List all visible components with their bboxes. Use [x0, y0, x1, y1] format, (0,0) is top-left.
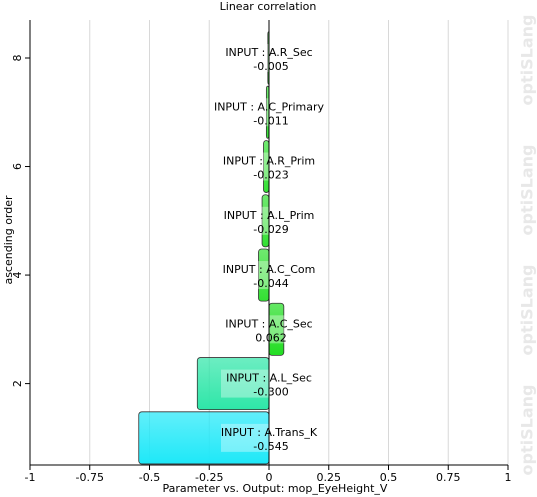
y-tick-label: 8: [11, 54, 24, 61]
y-tick-label: 4: [11, 272, 24, 279]
y-tick-label: 2: [11, 380, 24, 387]
x-tick-label: -1: [25, 471, 36, 484]
watermark: optiSLang: [518, 265, 537, 356]
bar-value-label: 0.062: [255, 331, 287, 344]
watermark: optiSLang: [518, 145, 537, 236]
x-tick-label: 0.5: [380, 471, 398, 484]
bar-value-label: -0.300: [253, 386, 288, 399]
bar-value-label: -0.005: [253, 60, 288, 73]
x-tick-label: -0.5: [139, 471, 160, 484]
x-tick-label: 0.25: [317, 471, 342, 484]
y-axis-label: ascending order: [2, 195, 15, 285]
watermark: optiSLang: [518, 385, 537, 476]
bar-value-label: -0.044: [253, 277, 288, 290]
y-tick-label: 6: [11, 163, 24, 170]
x-tick-label: 0: [266, 471, 273, 484]
bar-value-label: -0.029: [253, 223, 288, 236]
x-tick-label: 0.75: [436, 471, 461, 484]
bar-value-label: -0.011: [253, 114, 288, 127]
watermark: optiSLang: [518, 15, 537, 106]
x-tick-label: -0.75: [76, 471, 104, 484]
watermarks: optiSLang optiSLang optiSLang optiSLang: [518, 15, 537, 476]
x-tick-label: -0.25: [195, 471, 223, 484]
chart-title: Linear correlation: [220, 0, 317, 13]
x-tick-label: 1: [505, 471, 512, 484]
x-axis-label: Parameter vs. Output: mop_EyeHeight_V: [163, 482, 388, 495]
bar-value-label: -0.545: [253, 440, 288, 453]
bar-value-label: -0.023: [253, 169, 288, 182]
